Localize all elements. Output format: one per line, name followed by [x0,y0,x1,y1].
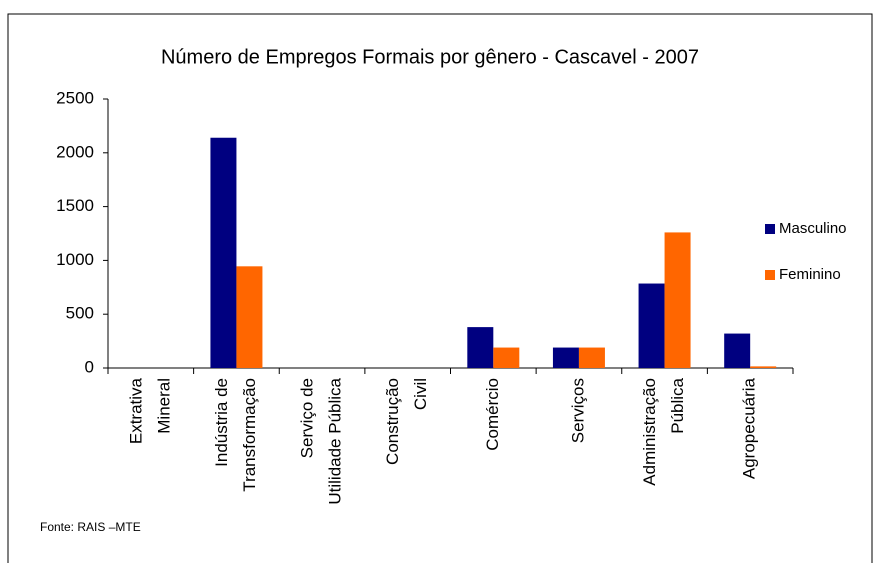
y-tick-label: 500 [66,304,94,323]
x-tick-label: Administração [640,378,659,486]
x-tick-label: Serviço de [298,378,317,458]
x-tick-label: Civil [411,378,430,410]
bar [210,137,237,368]
bar [467,327,494,368]
bar [664,232,691,368]
bar [236,266,263,368]
legend-label: Feminino [779,266,841,283]
bar [493,347,520,368]
bar [552,347,579,368]
legend-swatch [765,224,775,234]
source-note: Fonte: RAIS –MTE [40,520,141,534]
y-tick-label: 2000 [56,142,94,161]
x-tick-label: Agropecuária [740,377,759,479]
x-tick-label: Comércio [483,378,502,451]
x-tick-label: Extrativa [126,377,145,444]
x-tick-label: Indústria de [212,378,231,467]
x-tick-label: Serviços [568,378,587,443]
x-tick-label: Utilidade Pública [326,377,345,504]
chart-title: Número de Empregos Formais por gênero - … [161,46,699,68]
legend-label: Masculino [779,220,847,237]
bar [578,347,605,368]
bar [724,333,751,368]
x-tick-label: Pública [668,377,687,433]
legend-swatch [765,270,775,280]
x-tick-label: Construção [383,378,402,465]
y-tick-label: 1000 [56,250,94,269]
x-tick-label: Transformação [240,378,259,492]
y-tick-label: 2500 [56,88,94,107]
y-tick-label: 0 [85,357,94,376]
frame [7,13,873,563]
y-tick-label: 1500 [56,196,94,215]
x-tick-label: Mineral [154,378,173,434]
bar [638,283,665,368]
bar [750,366,777,368]
